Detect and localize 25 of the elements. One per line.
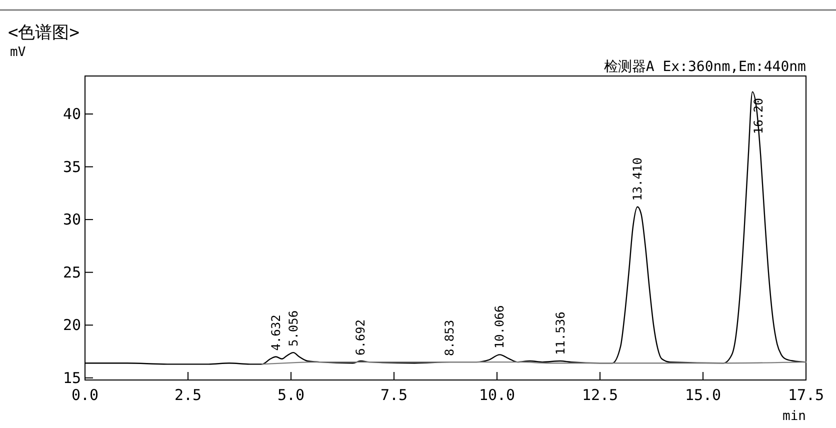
y-tick-label: 15 bbox=[62, 368, 81, 387]
y-axis-title: mV bbox=[10, 45, 26, 60]
y-tick-label: 40 bbox=[62, 105, 81, 123]
y-tick-label: 20 bbox=[62, 316, 81, 334]
y-tick-label: 25 bbox=[62, 263, 81, 282]
x-tick-label: 10.0 bbox=[478, 386, 516, 404]
x-tick-label: 5.0 bbox=[277, 386, 305, 404]
x-tick-label: 17.5 bbox=[788, 386, 824, 404]
annotation: 10.066 bbox=[492, 305, 507, 349]
x-tick-label: 12.5 bbox=[582, 386, 618, 404]
text: 检测器A Ex:360nm,Em:440nm bbox=[604, 59, 806, 75]
annotation: 6.692 bbox=[354, 319, 368, 356]
chart-title: <色谱图> bbox=[8, 23, 80, 43]
y-tick-label: 35 bbox=[62, 158, 81, 176]
annotation: 4.632 bbox=[268, 314, 283, 351]
x-tick-label: 2.5 bbox=[174, 386, 202, 404]
annotation: 13.410 bbox=[630, 158, 644, 201]
annotation: 11.536 bbox=[553, 312, 568, 355]
annotation: 5.056 bbox=[286, 310, 300, 347]
x-tick-label: 15.0 bbox=[684, 386, 722, 404]
x-tick-label: 7.5 bbox=[380, 386, 408, 404]
x-axis-title: min bbox=[782, 409, 806, 424]
x-tick-label: 0.0 bbox=[71, 386, 99, 404]
y-tick-label: 30 bbox=[62, 210, 81, 229]
annotation: 8.853 bbox=[442, 320, 457, 356]
